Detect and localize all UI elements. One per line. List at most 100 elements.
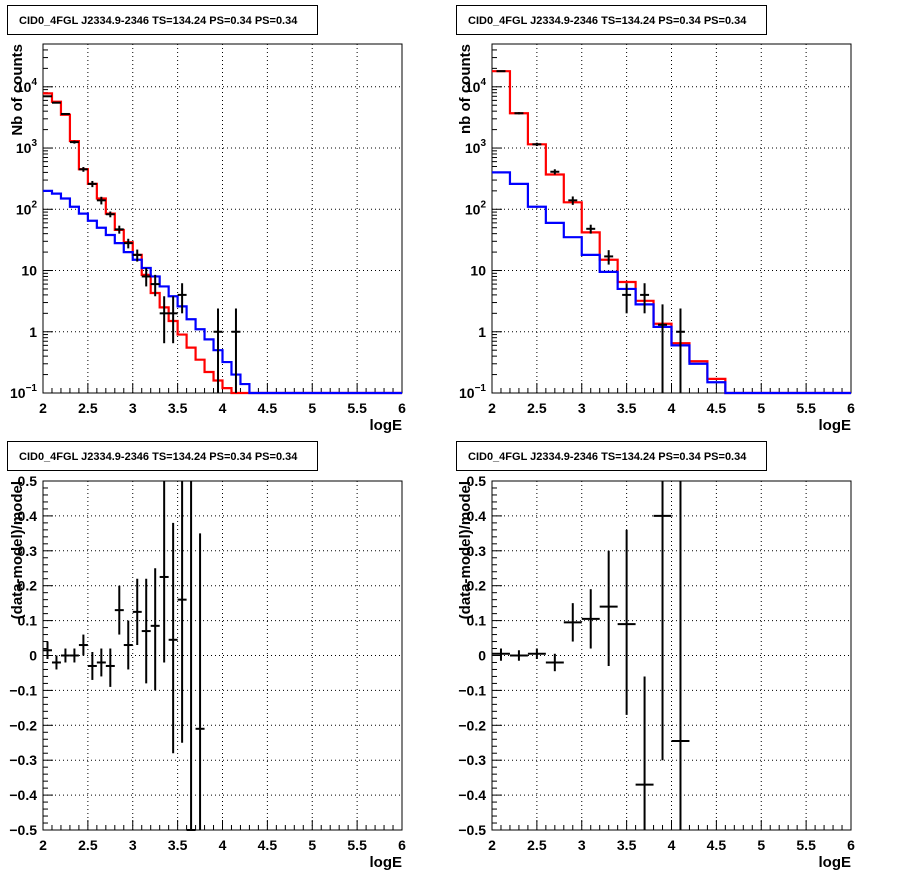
blue-model-histogram [492, 171, 851, 395]
data-point [51, 655, 61, 670]
data-point [186, 481, 196, 831]
y-tick-label: 0 [29, 648, 37, 664]
y-tick-label: 0 [478, 648, 486, 664]
y-tick-label: 0.3 [467, 543, 487, 559]
x-tick-label: 3 [578, 400, 586, 416]
y-tick-label: 0.4 [18, 508, 38, 524]
data-point [527, 648, 546, 659]
y-tick-label: 102 [16, 199, 38, 217]
data-point [195, 533, 205, 830]
x-tick-label: 3 [578, 837, 586, 853]
data-point [69, 140, 79, 144]
y-tick-label: 0.2 [18, 578, 38, 594]
x-tick-label: 5.5 [347, 400, 367, 416]
data-point [96, 196, 106, 205]
y-tick-label: −0.1 [458, 682, 486, 698]
plot-frame [491, 480, 852, 831]
y-axis-title: Nb of counts [9, 44, 26, 136]
x-tick-label: 5.5 [347, 837, 367, 853]
x-tick-label: 4.5 [258, 400, 278, 416]
data-point [96, 648, 106, 677]
data-point [675, 308, 685, 393]
chart-panel-top-left: CID0_4FGL J2334.9-2346 TS=134.24 PS=0.34… [7, 5, 406, 434]
data-point [622, 283, 632, 314]
data-point [213, 308, 223, 393]
data-point [150, 274, 160, 297]
data-point [159, 296, 169, 344]
data-point [550, 169, 560, 175]
y-axis-title: nb of counts [457, 44, 474, 134]
chart-title: CID0_4FGL J2334.9-2346 TS=134.24 PS=0.34… [468, 451, 747, 463]
data-point [123, 238, 133, 249]
title-box [456, 441, 767, 471]
x-tick-label: 4.5 [707, 837, 727, 853]
x-tick-label: 4.5 [258, 837, 278, 853]
y-tick-label: 10 [470, 263, 486, 279]
data-point [168, 296, 178, 344]
data-point [581, 589, 600, 649]
plot-frame [42, 480, 403, 831]
title-box [456, 5, 767, 35]
x-tick-label: 4 [219, 400, 227, 416]
y-tick-label: 103 [465, 138, 487, 156]
y-tick-label: 0.2 [467, 578, 487, 594]
y-tick-label: −0.4 [9, 787, 37, 803]
chart-title: CID0_4FGL J2334.9-2346 TS=134.24 PS=0.34… [19, 15, 298, 27]
data-point [671, 481, 690, 830]
data-point [60, 112, 70, 115]
data-point [586, 224, 596, 234]
blue-model-histogram [43, 189, 402, 395]
title-box [7, 441, 318, 471]
data-point [640, 283, 650, 314]
x-tick-label: 2.5 [78, 837, 98, 853]
data-point [114, 585, 124, 635]
data-point [123, 620, 133, 670]
data-point [87, 652, 97, 680]
data-point [658, 304, 668, 393]
y-tick-label: 103 [16, 138, 38, 156]
y-tick-label: −0.5 [9, 822, 37, 838]
x-axis-title: logE [370, 854, 403, 871]
data-point [168, 522, 178, 754]
y-tick-label: −0.2 [458, 717, 486, 733]
x-tick-label: 5 [308, 837, 316, 853]
data-point [563, 603, 582, 642]
chart-title: CID0_4FGL J2334.9-2346 TS=134.24 PS=0.34… [19, 451, 298, 463]
x-tick-label: 3.5 [168, 400, 188, 416]
data-point [114, 225, 124, 234]
x-tick-label: 6 [398, 400, 406, 416]
x-tick-label: 2.5 [78, 400, 98, 416]
chart-panel-bottom-left: CID0_4FGL J2334.9-2346 TS=134.24 PS=0.34… [7, 441, 406, 871]
x-tick-label: 3 [129, 837, 137, 853]
data-point [43, 95, 52, 98]
x-tick-label: 5 [757, 400, 765, 416]
data-point [514, 112, 524, 115]
x-axis-title: logE [819, 417, 852, 434]
y-tick-label: 1 [29, 324, 37, 340]
data-point [177, 481, 187, 743]
y-tick-label: 10−1 [459, 383, 486, 401]
data-point [51, 101, 61, 104]
data-point [141, 267, 151, 287]
x-tick-label: 5.5 [796, 837, 816, 853]
data-point [132, 249, 142, 262]
data-point [492, 648, 510, 661]
data-point [132, 578, 142, 646]
x-tick-label: 2 [488, 837, 496, 853]
x-tick-label: 4 [668, 837, 676, 853]
data-point [599, 550, 618, 666]
plot-frame [491, 43, 852, 394]
data-point [69, 648, 79, 663]
data-point [568, 196, 578, 205]
x-tick-label: 2.5 [527, 400, 547, 416]
x-tick-label: 6 [398, 837, 406, 853]
y-tick-label: 1 [478, 324, 486, 340]
data-point [78, 634, 88, 656]
x-tick-label: 6 [847, 400, 855, 416]
x-tick-label: 3.5 [617, 837, 637, 853]
x-tick-label: 3.5 [617, 400, 637, 416]
y-tick-label: −0.3 [9, 752, 37, 768]
x-tick-label: 4.5 [707, 400, 727, 416]
x-tick-label: 4 [668, 400, 676, 416]
plot-frame [42, 43, 403, 394]
